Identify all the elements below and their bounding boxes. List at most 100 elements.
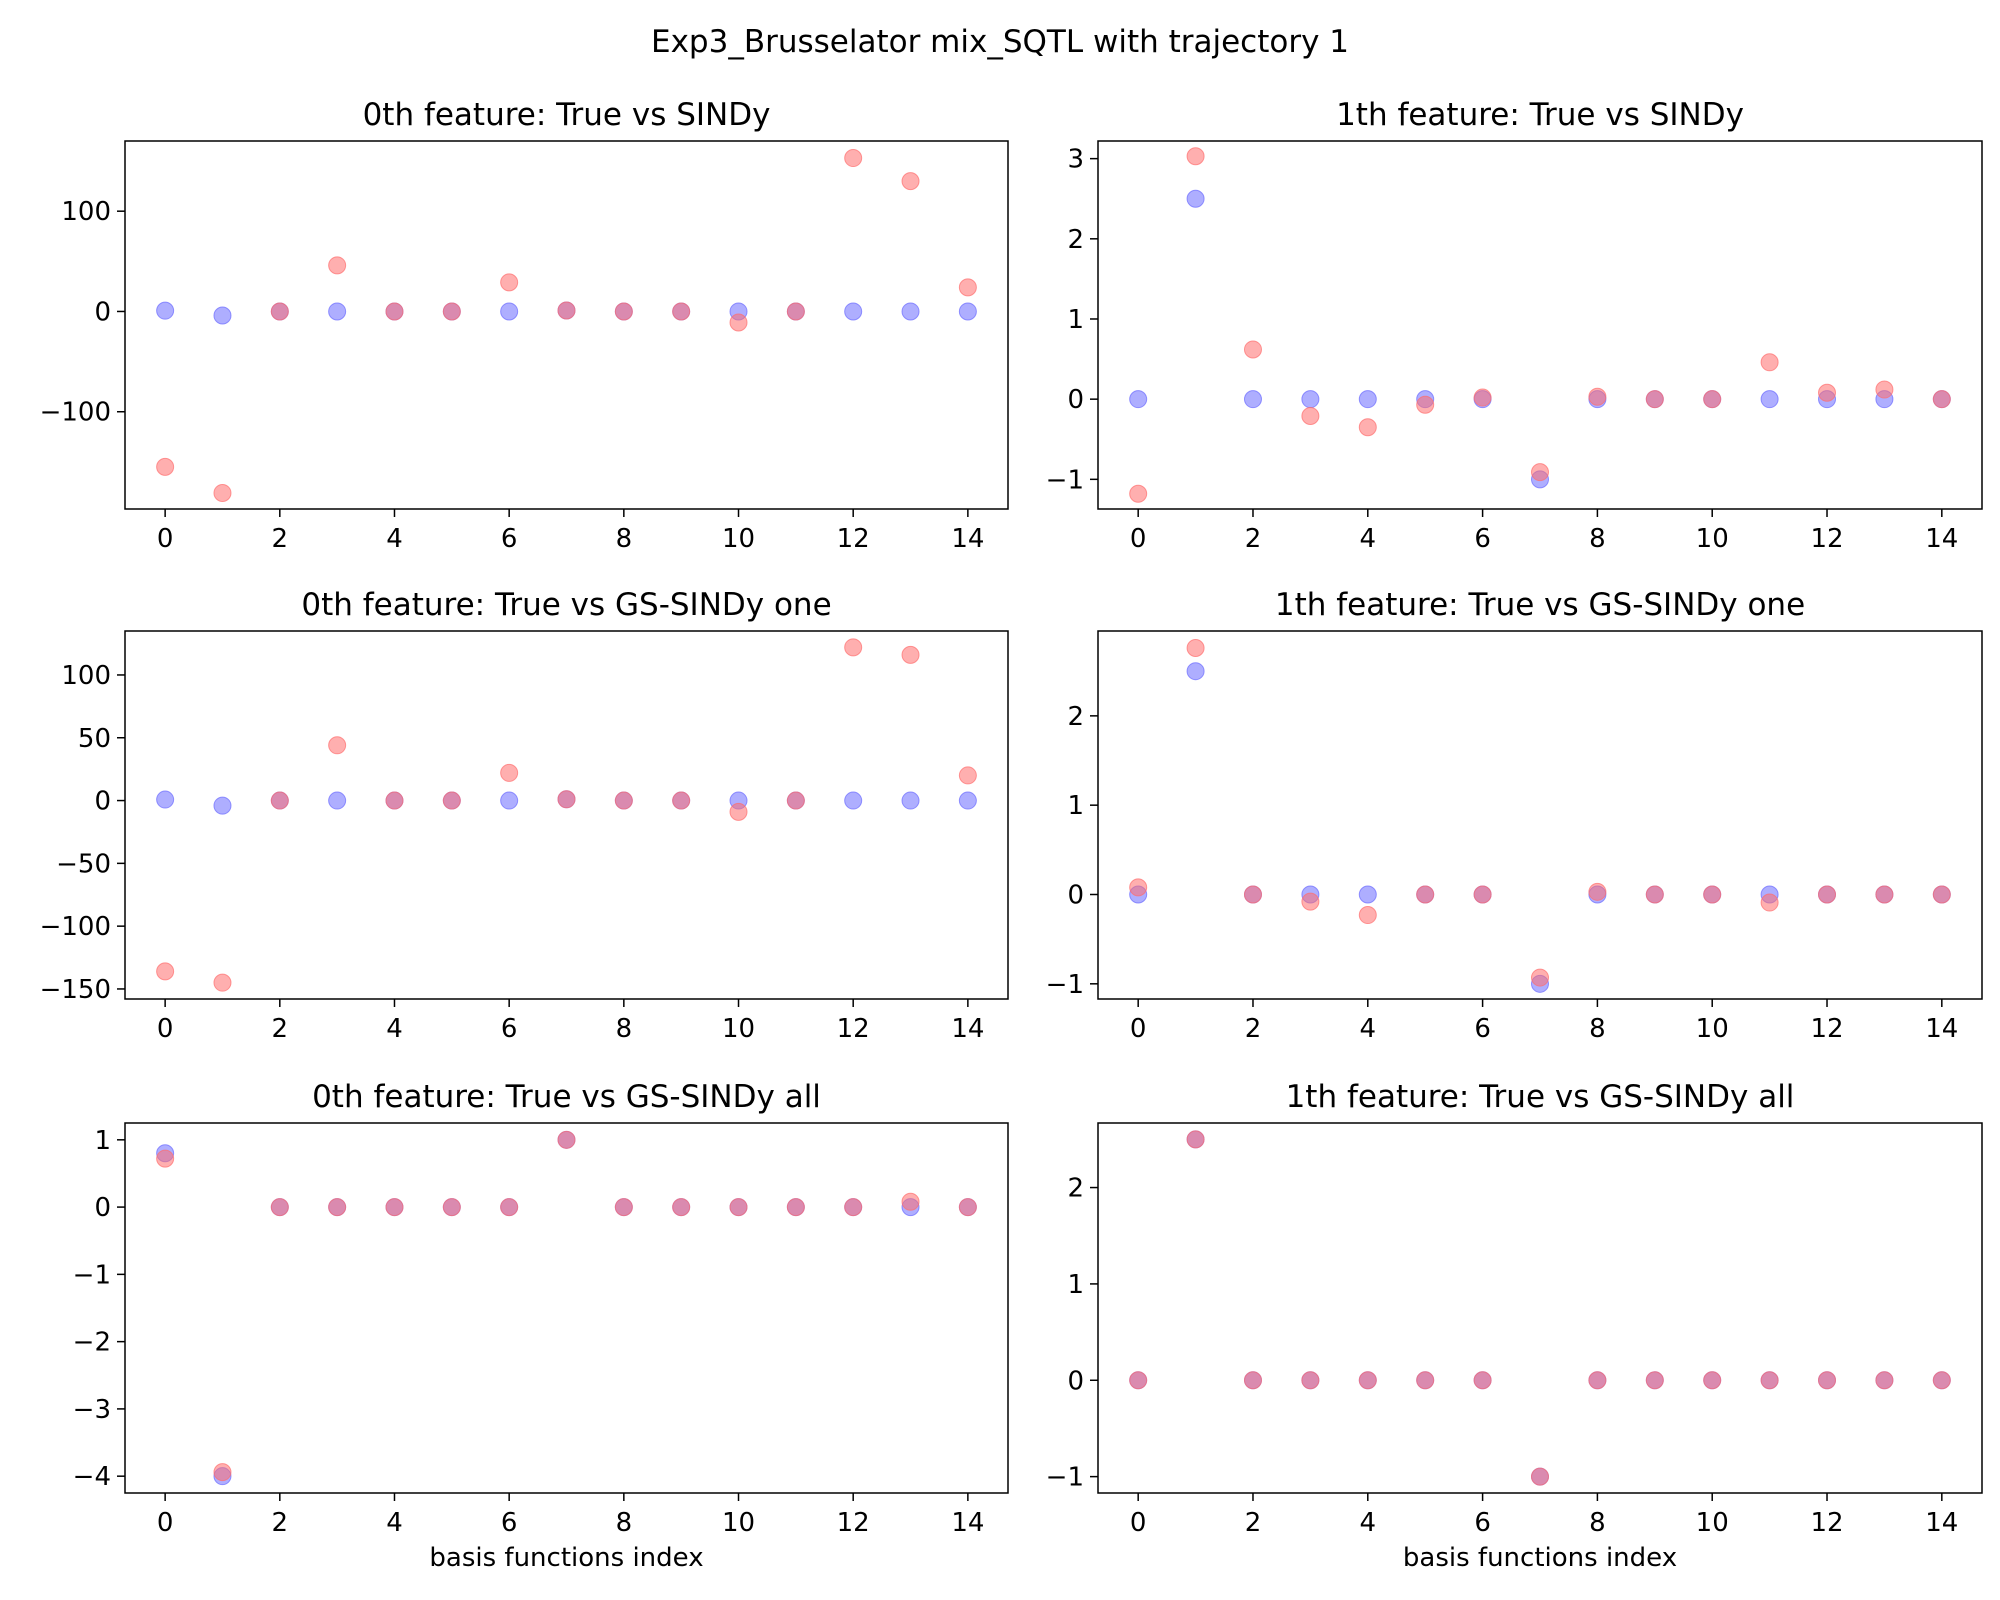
data-point <box>500 302 519 321</box>
x-tick-label: 4 <box>1360 1014 1377 1044</box>
y-tick-label: −2 <box>73 1328 111 1358</box>
data-point <box>1588 1371 1607 1390</box>
data-point <box>1875 380 1894 399</box>
data-point <box>1186 638 1205 657</box>
data-point <box>1703 885 1722 904</box>
data-point <box>614 302 633 321</box>
y-tick-label: 0 <box>1067 880 1084 910</box>
figure-title: Exp3_Brusselator mix_SQTL with trajector… <box>650 24 1350 60</box>
x-tick-label: 4 <box>386 1014 403 1044</box>
subplot-title: 0th feature: True vs SINDy <box>363 97 771 133</box>
x-tick-label: 14 <box>951 1508 984 1538</box>
data-point <box>328 791 347 810</box>
x-tick-label: 6 <box>1474 524 1491 554</box>
x-tick-label: 6 <box>501 1014 518 1044</box>
data-point <box>1875 885 1894 904</box>
data-point <box>1301 406 1320 425</box>
y-tick-label: 3 <box>1067 145 1084 175</box>
data-point <box>328 256 347 275</box>
data-point <box>270 791 289 810</box>
data-point <box>1186 189 1205 208</box>
data-point <box>901 1192 920 1211</box>
data-point <box>1875 1371 1894 1390</box>
x-axis-label: basis functions index <box>429 1543 703 1573</box>
data-point <box>672 302 691 321</box>
data-point <box>844 1198 863 1217</box>
data-point <box>786 302 805 321</box>
data-point <box>1760 353 1779 372</box>
data-point <box>1358 1371 1377 1390</box>
x-tick-label: 2 <box>1245 524 1262 554</box>
data-point <box>1932 1371 1951 1390</box>
x-tick-label: 14 <box>951 1014 984 1044</box>
x-tick-label: 10 <box>1696 1014 1729 1044</box>
data-point <box>1186 147 1205 166</box>
x-tick-label: 0 <box>1130 524 1147 554</box>
data-point <box>958 1198 977 1217</box>
x-tick-label: 4 <box>386 1508 403 1538</box>
data-point <box>958 302 977 321</box>
data-point <box>1645 1371 1664 1390</box>
x-tick-label: 0 <box>157 524 174 554</box>
y-tick-label: 0 <box>94 297 111 327</box>
subplot-0: 0th feature: True vs SINDy 0 2 4 6 8 10 12 14 100… <box>40 97 1009 554</box>
data-point <box>672 791 691 810</box>
y-tick-label: 1 <box>94 1126 111 1156</box>
data-point <box>1243 390 1262 409</box>
x-tick-label: 2 <box>272 1014 289 1044</box>
data-point <box>1818 1371 1837 1390</box>
x-tick-label: 10 <box>1696 1508 1729 1538</box>
data-point <box>1473 388 1492 407</box>
data-point <box>1358 418 1377 437</box>
data-point <box>442 791 461 810</box>
data-point <box>156 457 175 476</box>
data-point <box>1645 390 1664 409</box>
data-point <box>213 973 232 992</box>
subplot-2: 0th feature: True vs GS-SINDy one 0 2 4 6 8 10… <box>40 587 1009 1044</box>
data-point <box>786 1198 805 1217</box>
data-point <box>500 273 519 292</box>
x-tick-label: 12 <box>1810 524 1843 554</box>
data-point <box>844 149 863 168</box>
data-point <box>156 790 175 809</box>
y-tick-label: −1 <box>73 1260 111 1290</box>
data-point <box>156 1149 175 1168</box>
y-tick-label: 100 <box>61 197 111 227</box>
axes-frame <box>124 140 1009 510</box>
data-point <box>958 278 977 297</box>
x-tick-label: 12 <box>837 1508 870 1538</box>
subplot-title: 1th feature: True vs GS-SINDy one <box>1275 587 1805 623</box>
data-point <box>901 645 920 664</box>
x-tick-label: 4 <box>1360 1508 1377 1538</box>
y-tick-label: 1 <box>1067 791 1084 821</box>
data-point <box>958 791 977 810</box>
data-point <box>1416 395 1435 414</box>
data-point <box>557 790 576 809</box>
x-tick-label: 0 <box>157 1014 174 1044</box>
data-point <box>1588 882 1607 901</box>
x-tick-label: 8 <box>1589 1508 1606 1538</box>
data-point <box>1760 1371 1779 1390</box>
data-point <box>1243 340 1262 359</box>
x-tick-label: 10 <box>722 524 755 554</box>
y-tick-label: 0 <box>94 787 111 817</box>
data-point <box>901 302 920 321</box>
data-point <box>557 301 576 320</box>
data-point <box>1186 662 1205 681</box>
x-tick-label: 10 <box>722 1014 755 1044</box>
data-point <box>958 766 977 785</box>
x-tick-label: 0 <box>157 1508 174 1538</box>
data-point <box>1760 390 1779 409</box>
x-tick-label: 6 <box>1474 1014 1491 1044</box>
data-point <box>1129 1371 1148 1390</box>
subplot-title: 0th feature: True vs GS-SINDy all <box>312 1079 821 1115</box>
data-point <box>1818 383 1837 402</box>
data-point <box>1358 390 1377 409</box>
data-point <box>500 791 519 810</box>
y-tick-label: −3 <box>73 1395 111 1425</box>
axes-frame <box>124 1122 1009 1494</box>
x-tick-label: 6 <box>1474 1508 1491 1538</box>
data-point <box>1129 878 1148 897</box>
